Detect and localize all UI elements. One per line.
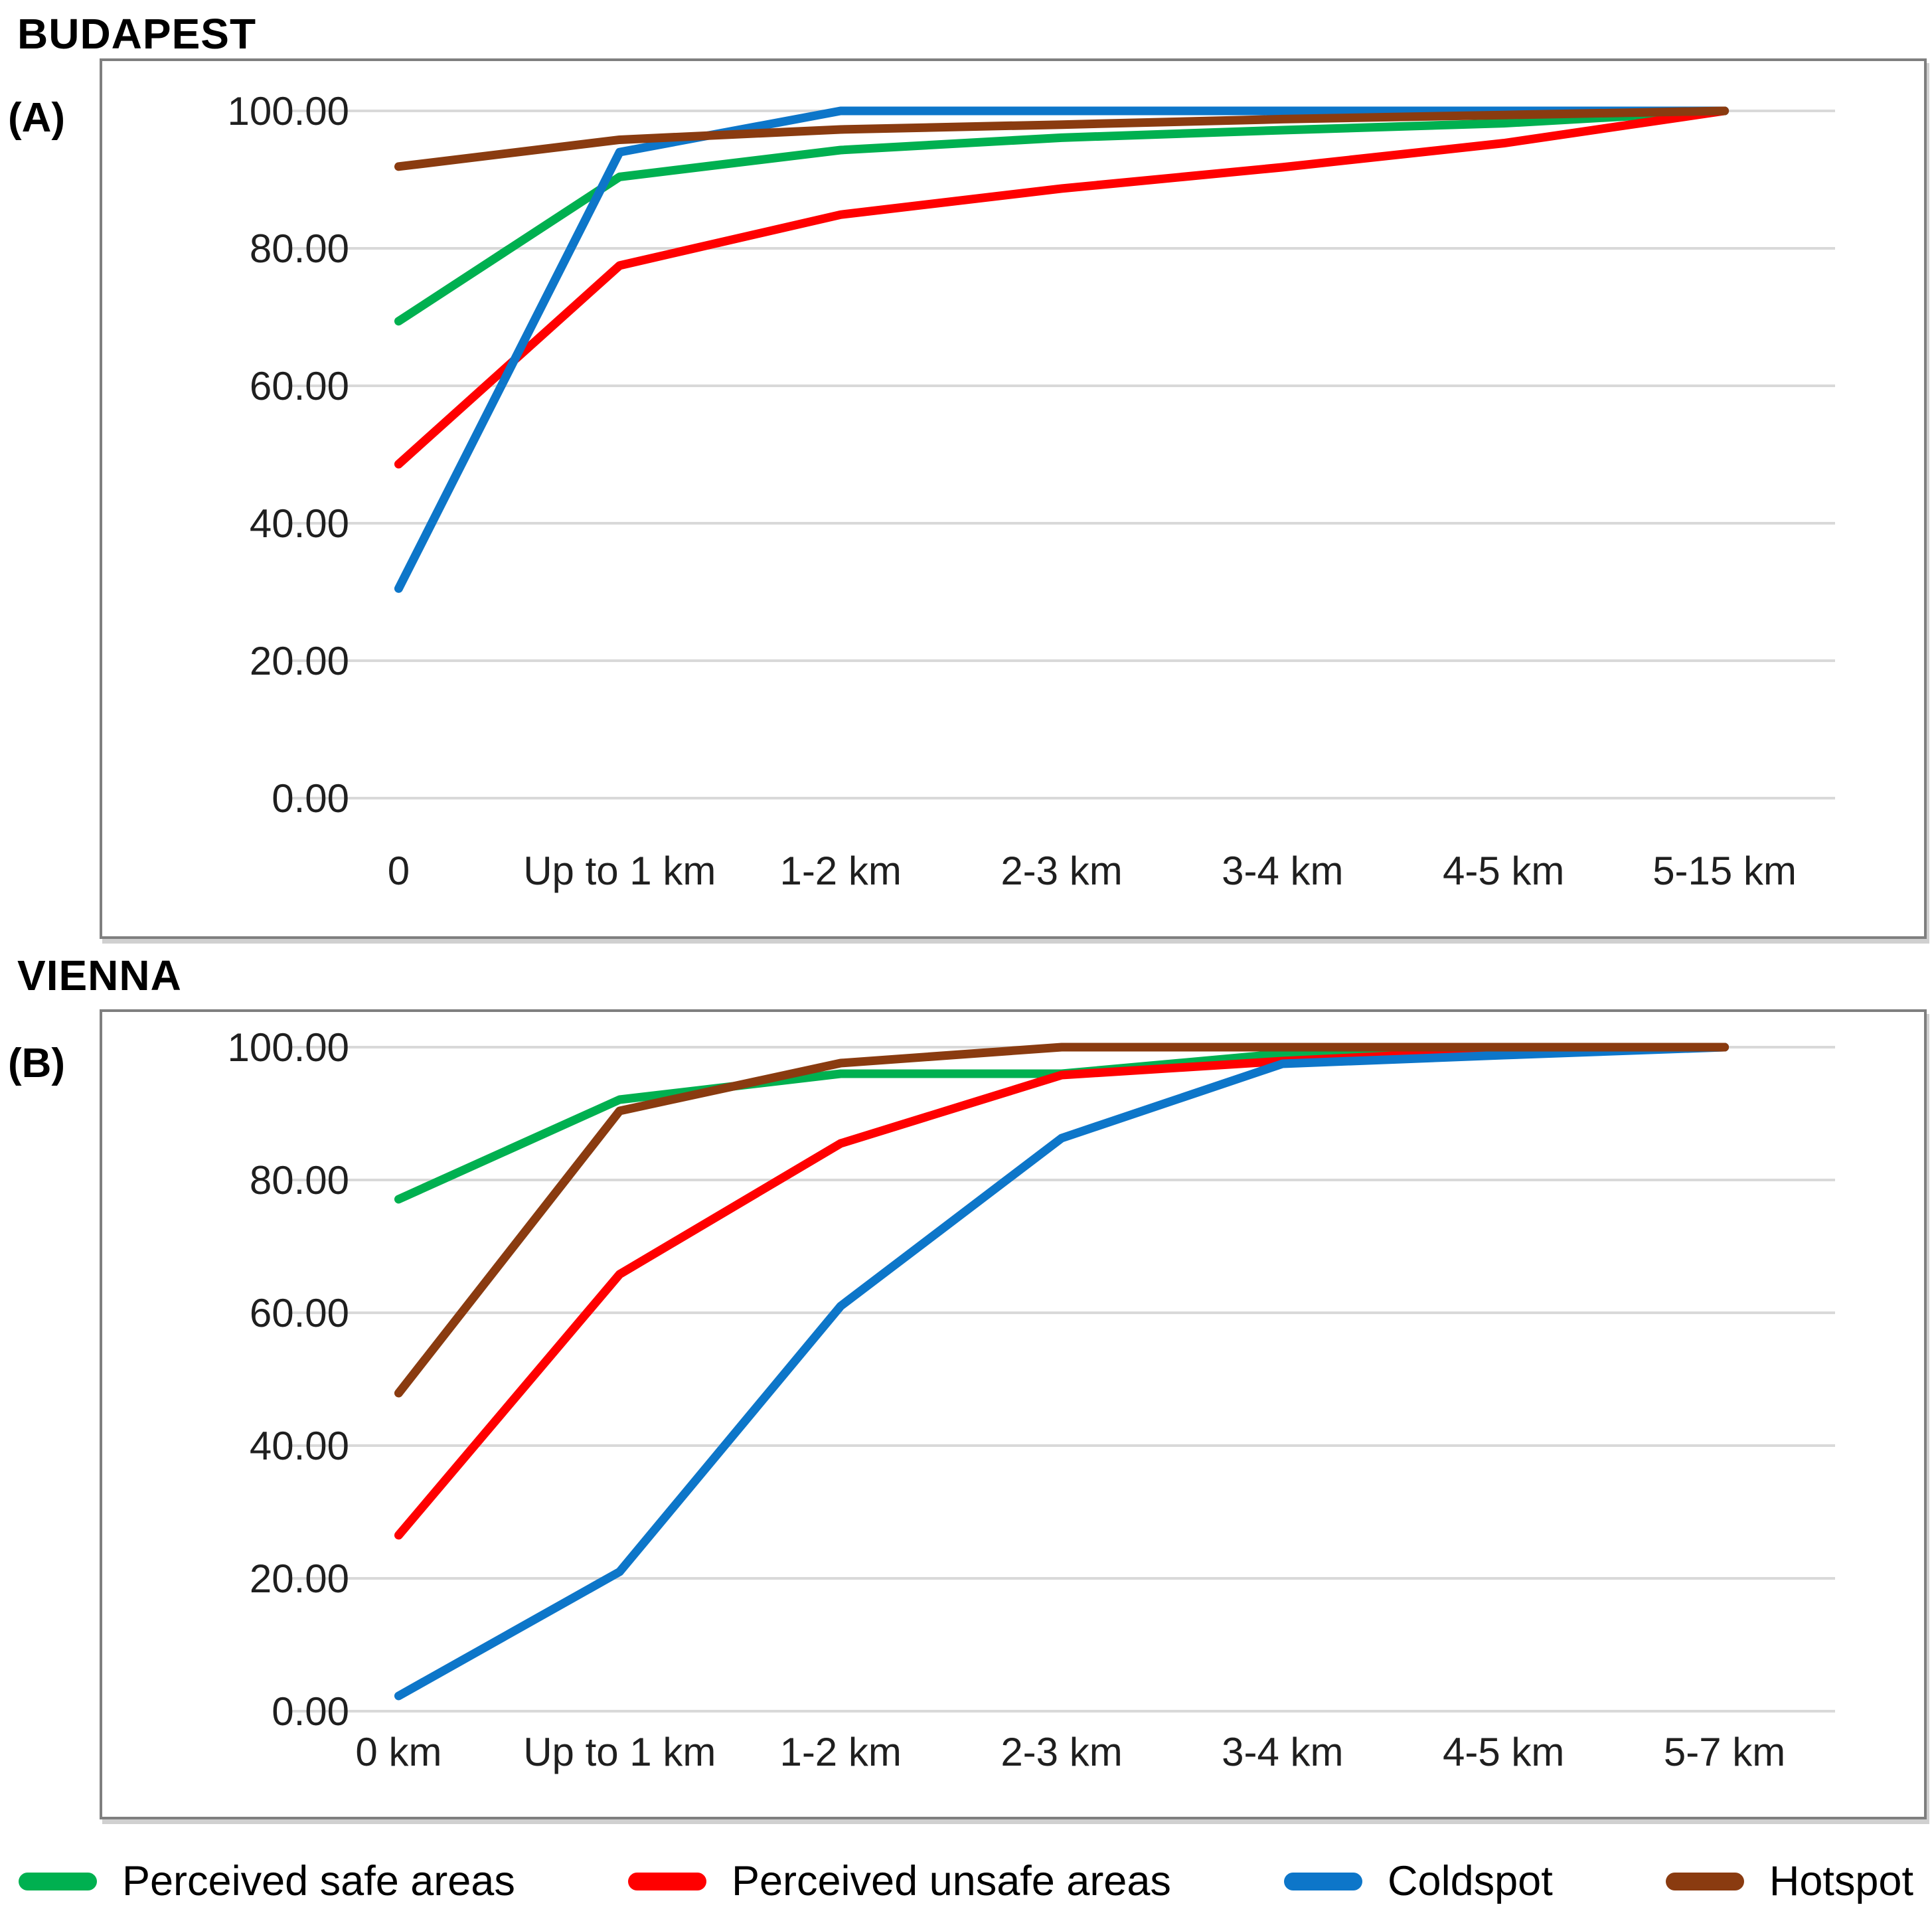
- series-line-perceived-safe-areas: [394, 106, 1730, 326]
- x-axis-category-label: 4-5 km: [1443, 1730, 1564, 1774]
- y-axis-tick-label: 0.00: [272, 1689, 349, 1734]
- legend-label: Perceived safe areas: [122, 1858, 515, 1904]
- x-axis-category-label: 3-4 km: [1222, 1730, 1343, 1774]
- series-line-perceived-unsafe-areas: [394, 106, 1730, 469]
- series-line-perceived-unsafe-areas: [394, 1043, 1730, 1540]
- y-axis-tick-label: 80.00: [250, 226, 349, 271]
- panel-label-b: (B): [8, 1041, 66, 1086]
- y-axis-tick-label: 40.00: [250, 501, 349, 546]
- series-line-perceived-safe-areas: [394, 1043, 1730, 1204]
- legend-swatch-green-icon: [19, 1872, 97, 1890]
- series-line-coldspot: [394, 106, 1730, 593]
- x-axis-category-label: 2-3 km: [1001, 1730, 1122, 1774]
- y-axis-tick-label: 100.00: [227, 89, 349, 133]
- series-line-hotspot: [394, 106, 1730, 171]
- x-axis-category-label: 1-2 km: [779, 1730, 901, 1774]
- legend-swatch-red-icon: [627, 1872, 706, 1890]
- legend-label: Perceived unsafe areas: [731, 1858, 1171, 1904]
- budapest-chart-panel: 100.00 80.00 60.00 40.00 20.00 0.00 0 Up to 1 k…: [100, 58, 1927, 939]
- x-axis-category-label: 0: [388, 849, 410, 893]
- vienna-chart-title: VIENNA: [17, 952, 182, 999]
- vienna-line-chart: 100.00 80.00 60.00 40.00 20.00 0.000 km Up to …: [227, 1025, 1835, 1774]
- x-axis-category-label: 0 km: [355, 1730, 442, 1774]
- y-axis-tick-label: 0.00: [272, 776, 349, 821]
- legend-swatch-brown-icon: [1665, 1872, 1744, 1890]
- legend-swatch-blue-icon: [1284, 1872, 1363, 1890]
- x-axis-category-label: 5-15 km: [1652, 849, 1797, 893]
- panel-label-a: (A): [8, 95, 66, 141]
- chart-legend: Perceived safe areas Perceived unsafe ar…: [0, 1838, 1932, 1924]
- legend-label: Hotspot: [1769, 1858, 1913, 1904]
- vienna-chart-panel: 100.00 80.00 60.00 40.00 20.00 0.00 0 km Up to …: [100, 1009, 1927, 1819]
- x-axis-category-label: 1-2 km: [779, 849, 901, 893]
- legend-item-perceived-unsafe-areas: Perceived unsafe areas: [627, 1857, 1171, 1905]
- x-axis-category-label: 3-4 km: [1222, 849, 1343, 893]
- y-axis-tick-label: 60.00: [250, 1291, 349, 1335]
- series-line-hotspot: [394, 1043, 1730, 1398]
- x-axis-category-label: 5-7 km: [1664, 1730, 1785, 1774]
- legend-item-perceived-safe-areas: Perceived safe areas: [19, 1857, 515, 1905]
- legend-label: Coldspot: [1388, 1858, 1553, 1904]
- y-axis-tick-label: 20.00: [250, 1556, 349, 1601]
- legend-item-coldspot: Coldspot: [1284, 1857, 1553, 1905]
- budapest-line-chart: 100.00 80.00 60.00 40.00 20.00 0.00 0 Up to 1 k…: [227, 89, 1835, 893]
- y-axis-tick-label: 40.00: [250, 1424, 349, 1468]
- y-axis-tick-label: 80.00: [250, 1158, 349, 1203]
- legend-item-hotspot: Hotspot: [1665, 1857, 1913, 1905]
- x-axis-category-label: 2-3 km: [1001, 849, 1122, 893]
- y-axis-tick-label: 20.00: [250, 639, 349, 683]
- x-axis-category-label: 4-5 km: [1443, 849, 1564, 893]
- y-axis-tick-label: 100.00: [227, 1025, 349, 1070]
- series-line-coldspot: [394, 1043, 1730, 1701]
- x-axis-category-label: Up to 1 km: [523, 849, 716, 893]
- y-axis-tick-label: 60.00: [250, 364, 349, 408]
- budapest-chart-title: BUDAPEST: [17, 10, 257, 58]
- x-axis-category-label: Up to 1 km: [523, 1730, 716, 1774]
